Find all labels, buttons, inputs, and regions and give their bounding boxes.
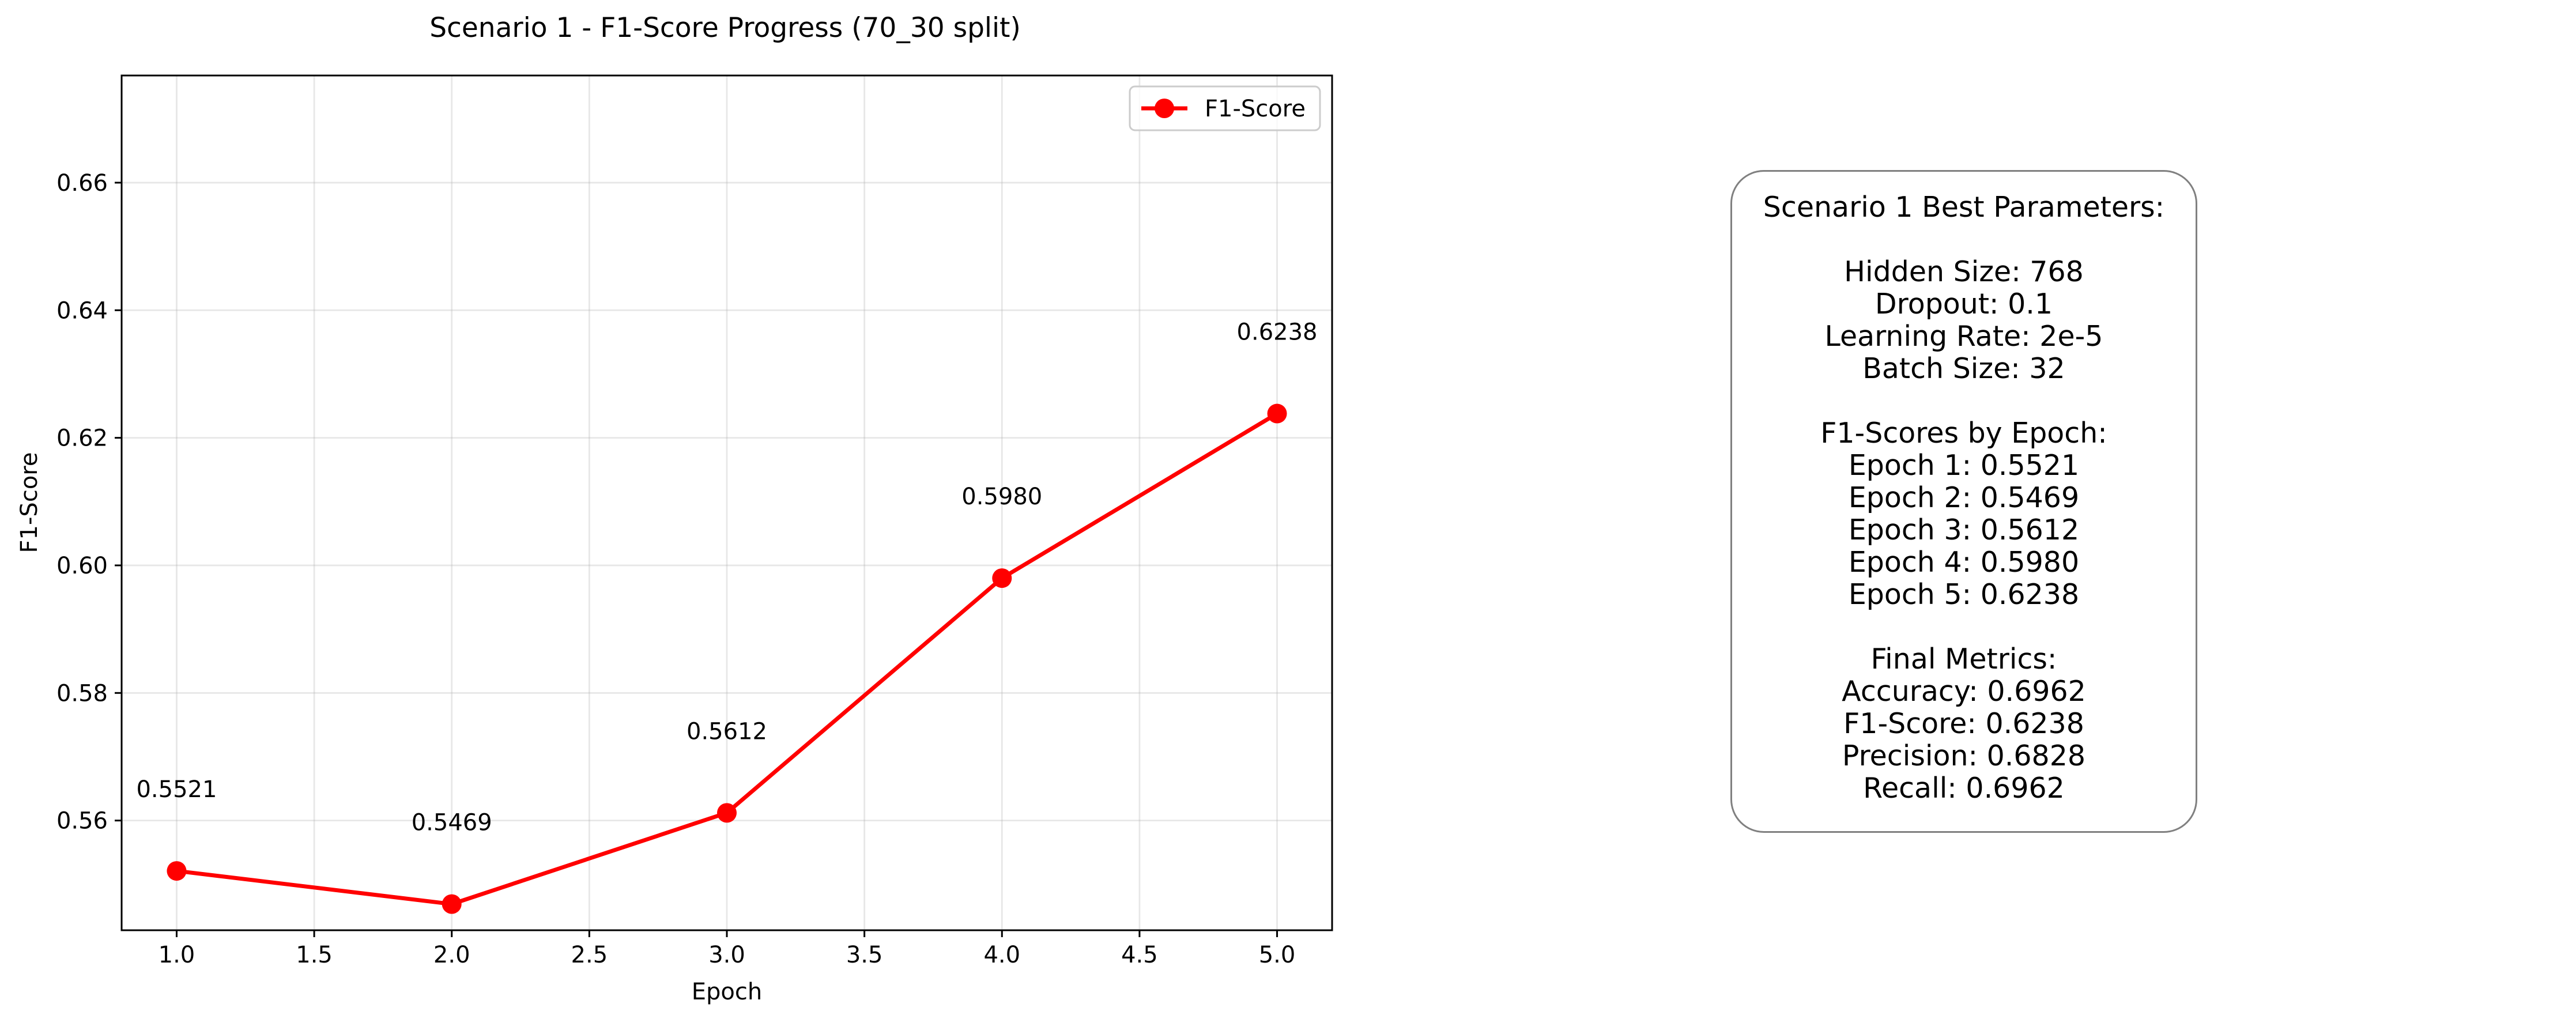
x-tick-label: 3.5 <box>846 942 883 968</box>
grid-lines <box>122 76 1332 930</box>
x-tick-label: 4.0 <box>983 942 1020 968</box>
param-hidden-size: Hidden Size: 768 <box>1844 255 2084 288</box>
data-point <box>992 568 1012 588</box>
epoch-score-1: Epoch 1: 0.5521 <box>1848 449 2080 482</box>
y-tick-label: 0.64 <box>56 297 108 324</box>
x-tick-label: 4.5 <box>1121 942 1158 968</box>
data-point <box>167 861 187 881</box>
x-tick-label: 1.5 <box>296 942 333 968</box>
final-recall: Recall: 0.6962 <box>1863 772 2065 805</box>
data-point <box>1267 403 1287 424</box>
epoch-score-3: Epoch 3: 0.5612 <box>1848 514 2080 546</box>
chart-title: Scenario 1 - F1-Score Progress (70_30 sp… <box>429 12 1021 44</box>
x-tick-label: 2.5 <box>571 942 608 968</box>
data-label: 0.5521 <box>136 776 217 803</box>
final-f1-score: F1-Score: 0.6238 <box>1843 707 2084 740</box>
param-learning-rate: Learning Rate: 2e-5 <box>1824 320 2103 353</box>
series-layer: 0.5521 0.5469 0.5612 0.5980 0.6238 <box>136 319 1318 914</box>
data-label: 0.5612 <box>687 718 767 745</box>
param-dropout: Dropout: 0.1 <box>1875 288 2053 320</box>
x-tick-label: 5.0 <box>1259 942 1296 968</box>
data-point <box>717 803 737 823</box>
final-metrics-heading: Final Metrics: <box>1870 643 2057 675</box>
x-axis-label: Epoch <box>692 979 762 1005</box>
legend-label: F1-Score <box>1205 96 1306 122</box>
param-batch-size: Batch Size: 32 <box>1862 352 2065 385</box>
data-point <box>442 894 462 914</box>
y-tick-label: 0.56 <box>56 808 108 835</box>
params-title: Scenario 1 Best Parameters: <box>1763 191 2165 224</box>
best-parameters-box: Scenario 1 Best Parameters: Hidden Size:… <box>1730 170 2197 833</box>
legend-marker-icon <box>1155 99 1174 118</box>
data-label: 0.5469 <box>412 810 492 836</box>
epoch-score-2: Epoch 2: 0.5469 <box>1848 481 2080 514</box>
epoch-scores-heading: F1-Scores by Epoch: <box>1820 417 2107 450</box>
x-tick-label: 1.0 <box>159 942 195 968</box>
y-tick-label: 0.66 <box>56 170 108 197</box>
f1-score-chart: Scenario 1 - F1-Score Progress (70_30 sp… <box>16 12 1333 1005</box>
y-axis-label: F1-Score <box>16 452 43 553</box>
legend-frame <box>1129 85 1321 131</box>
final-precision: Precision: 0.6828 <box>1842 739 2086 772</box>
x-tick-label: 2.0 <box>433 942 470 968</box>
final-accuracy: Accuracy: 0.6962 <box>1842 675 2086 708</box>
y-tick-label: 0.58 <box>56 680 108 707</box>
axis-ticks: 1.0 1.5 2.0 2.5 3.0 3.5 4.0 4.5 5.0 0.56 0.58 0.60 0… <box>56 170 1295 968</box>
y-tick-label: 0.60 <box>56 553 108 579</box>
data-label: 0.5980 <box>961 484 1042 510</box>
epoch-score-5: Epoch 5: 0.6238 <box>1848 578 2080 611</box>
y-tick-label: 0.62 <box>56 425 108 452</box>
epoch-score-4: Epoch 4: 0.5980 <box>1848 546 2080 579</box>
x-tick-label: 3.0 <box>708 942 745 968</box>
chart-legend: F1-Score <box>1129 85 1321 131</box>
data-label: 0.6238 <box>1237 319 1318 346</box>
